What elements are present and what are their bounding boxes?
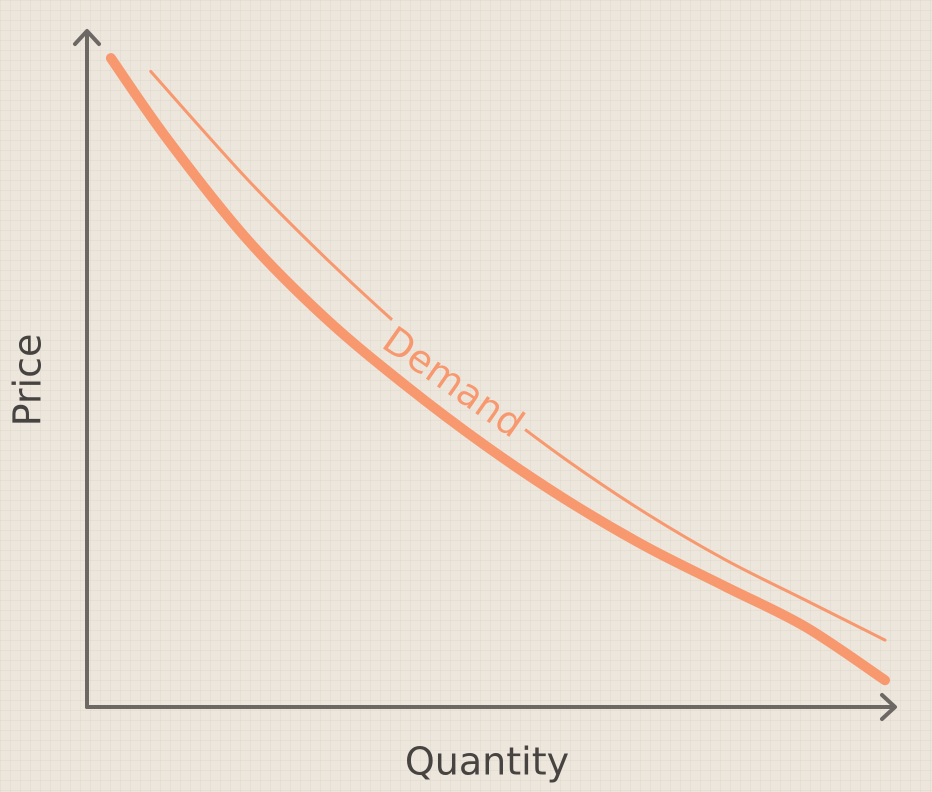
demand-curve <box>105 53 890 686</box>
axes <box>73 29 897 721</box>
y-axis-arrowhead <box>73 29 101 46</box>
x-axis-label: Quantity <box>405 740 569 784</box>
demand-label-guide-line <box>149 70 887 642</box>
x-axis-arrowhead <box>880 693 897 721</box>
y-axis-label: Price <box>6 334 50 427</box>
